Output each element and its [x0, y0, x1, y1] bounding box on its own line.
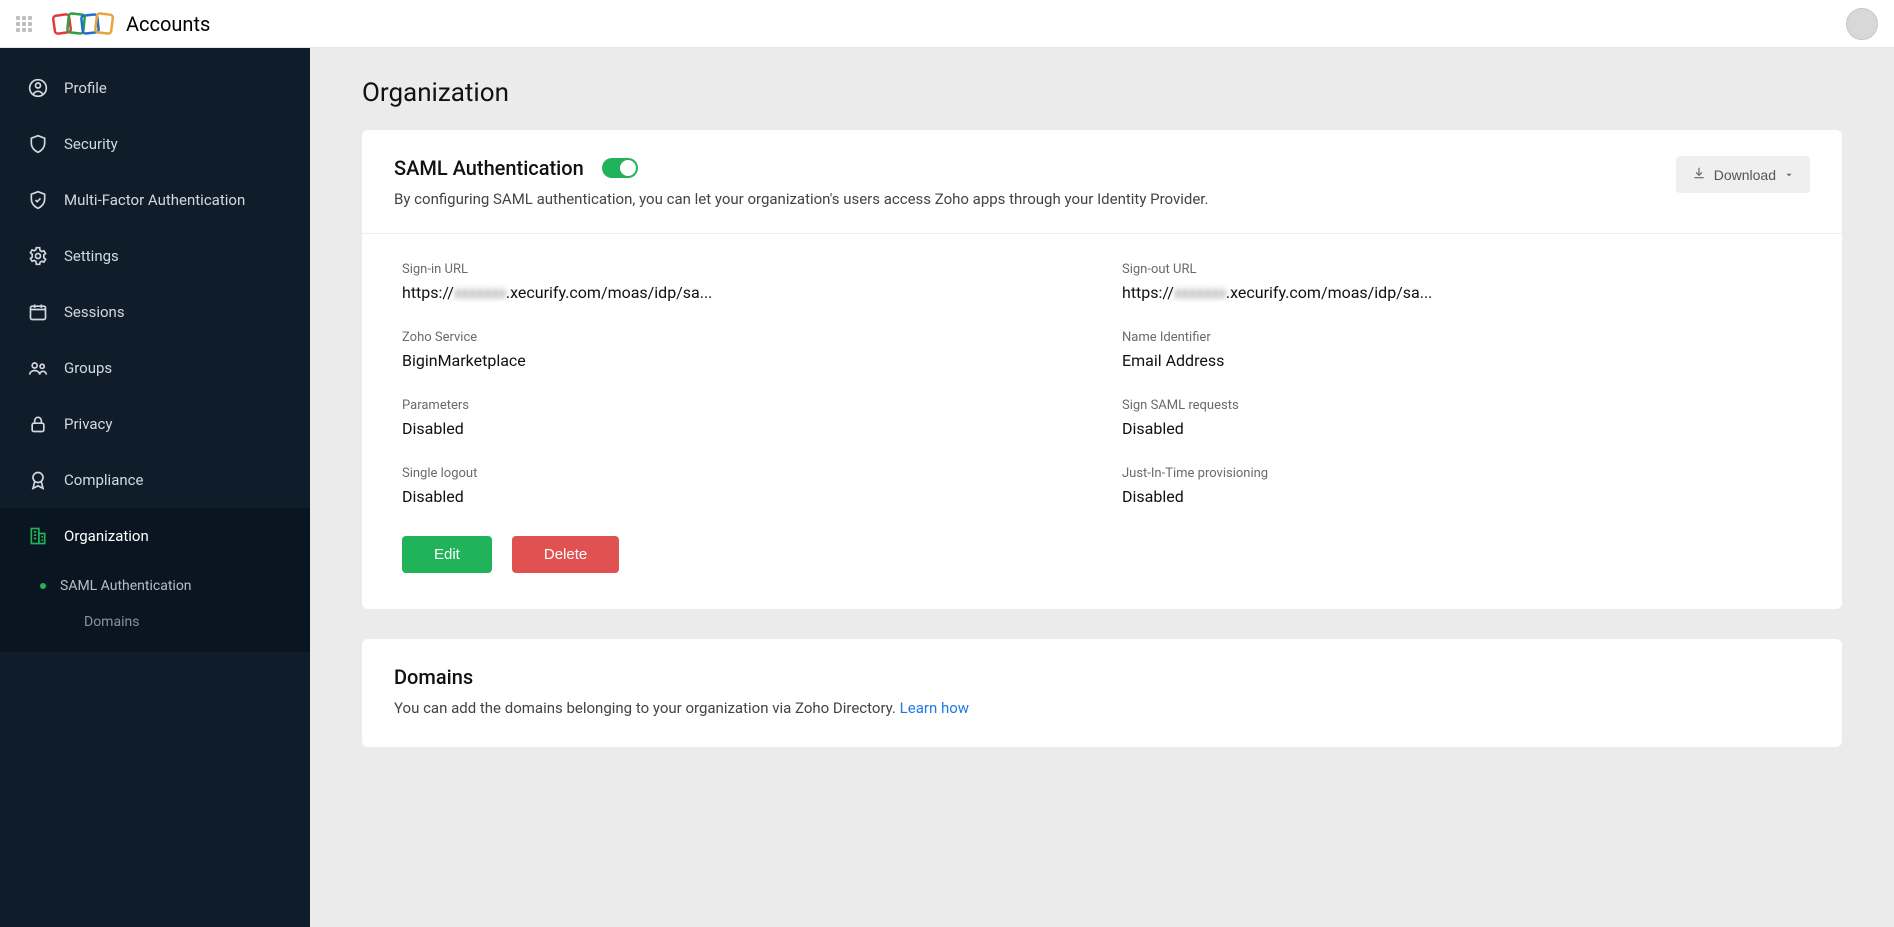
sidebar-item-label: Compliance: [64, 471, 143, 489]
sidebar-item-label: Organization: [64, 527, 149, 545]
field-value: Disabled: [402, 419, 722, 438]
sidebar-item-mfa[interactable]: Multi-Factor Authentication: [0, 172, 310, 228]
building-icon: [28, 526, 48, 546]
domains-description: You can add the domains belonging to you…: [394, 697, 1810, 720]
sidebar-item-sessions[interactable]: Sessions: [0, 284, 310, 340]
sidebar-sub-label: SAML Authentication: [60, 578, 192, 594]
field-signin-url: Sign-in URL https://xxxxxxx.xecurify.com…: [402, 262, 1082, 302]
field-value: https://xxxxxxx.xecurify.com/moas/idp/sa…: [402, 283, 722, 302]
sidebar-item-label: Multi-Factor Authentication: [64, 191, 245, 209]
chevron-down-icon: [1784, 167, 1794, 183]
field-value: Disabled: [1122, 419, 1442, 438]
field-value: https://xxxxxxx.xecurify.com/moas/idp/sa…: [1122, 283, 1442, 302]
saml-toggle[interactable]: [602, 158, 638, 178]
sidebar-item-label: Security: [64, 135, 118, 153]
field-label: Single logout: [402, 466, 1082, 481]
field-signout-url: Sign-out URL https://xxxxxxx.xecurify.co…: [1122, 262, 1802, 302]
field-label: Name Identifier: [1122, 330, 1802, 345]
sidebar-sub-saml[interactable]: SAML Authentication: [0, 568, 310, 604]
lock-icon: [28, 414, 48, 434]
sidebar-item-label: Profile: [64, 79, 107, 97]
field-label: Sign-out URL: [1122, 262, 1802, 277]
badge-icon: [28, 470, 48, 490]
sidebar-item-organization[interactable]: Organization: [0, 508, 310, 564]
logo[interactable]: Accounts: [52, 11, 210, 37]
field-zoho-service: Zoho Service BiginMarketplace: [402, 330, 1082, 370]
sidebar-item-profile[interactable]: Profile: [0, 60, 310, 116]
field-single-logout: Single logout Disabled: [402, 466, 1082, 506]
sidebar-item-label: Groups: [64, 359, 112, 377]
sidebar-sub-label: Domains: [84, 614, 139, 630]
shield-check-icon: [28, 190, 48, 210]
sidebar-submenu: SAML Authentication Domains: [0, 564, 310, 652]
logo-mark-icon: [52, 11, 116, 37]
field-label: Parameters: [402, 398, 1082, 413]
domains-card: Domains You can add the domains belongin…: [362, 639, 1842, 748]
topbar: Accounts: [0, 0, 1894, 48]
sidebar-item-privacy[interactable]: Privacy: [0, 396, 310, 452]
sidebar-item-groups[interactable]: Groups: [0, 340, 310, 396]
sidebar-item-settings[interactable]: Settings: [0, 228, 310, 284]
sidebar-item-compliance[interactable]: Compliance: [0, 452, 310, 508]
download-label: Download: [1714, 167, 1776, 183]
app-title: Accounts: [126, 12, 210, 36]
download-button[interactable]: Download: [1676, 156, 1810, 193]
field-sign-requests: Sign SAML requests Disabled: [1122, 398, 1802, 438]
sidebar-item-label: Sessions: [64, 303, 125, 321]
saml-card-title: SAML Authentication: [394, 156, 584, 180]
saml-description: By configuring SAML authentication, you …: [394, 188, 1676, 211]
field-parameters: Parameters Disabled: [402, 398, 1082, 438]
field-label: Sign-in URL: [402, 262, 1082, 277]
field-label: Zoho Service: [402, 330, 1082, 345]
field-label: Just-In-Time provisioning: [1122, 466, 1802, 481]
field-value: Disabled: [402, 487, 722, 506]
users-icon: [28, 358, 48, 378]
sidebar-item-security[interactable]: Security: [0, 116, 310, 172]
field-name-identifier: Name Identifier Email Address: [1122, 330, 1802, 370]
delete-button[interactable]: Delete: [512, 536, 619, 573]
calendar-icon: [28, 302, 48, 322]
gear-icon: [28, 246, 48, 266]
download-icon: [1692, 166, 1706, 183]
domains-card-title: Domains: [394, 665, 473, 689]
field-jit: Just-In-Time provisioning Disabled: [1122, 466, 1802, 506]
sidebar-item-label: Privacy: [64, 415, 112, 433]
sidebar: Profile Security Multi-Factor Authentica…: [0, 48, 310, 927]
learn-how-link[interactable]: Learn how: [900, 699, 969, 717]
profile-icon: [28, 78, 48, 98]
saml-card: SAML Authentication By configuring SAML …: [362, 130, 1842, 609]
field-value: BiginMarketplace: [402, 351, 722, 370]
page-title: Organization: [362, 78, 1842, 108]
apps-launcher-icon[interactable]: [16, 16, 32, 32]
field-value: Email Address: [1122, 351, 1442, 370]
edit-button[interactable]: Edit: [402, 536, 492, 573]
sidebar-item-label: Settings: [64, 247, 119, 265]
field-value: Disabled: [1122, 487, 1442, 506]
shield-icon: [28, 134, 48, 154]
avatar[interactable]: [1846, 8, 1878, 40]
sidebar-sub-domains[interactable]: Domains: [0, 604, 310, 640]
main-content: Organization SAML Authentication By conf…: [310, 48, 1894, 927]
field-label: Sign SAML requests: [1122, 398, 1802, 413]
